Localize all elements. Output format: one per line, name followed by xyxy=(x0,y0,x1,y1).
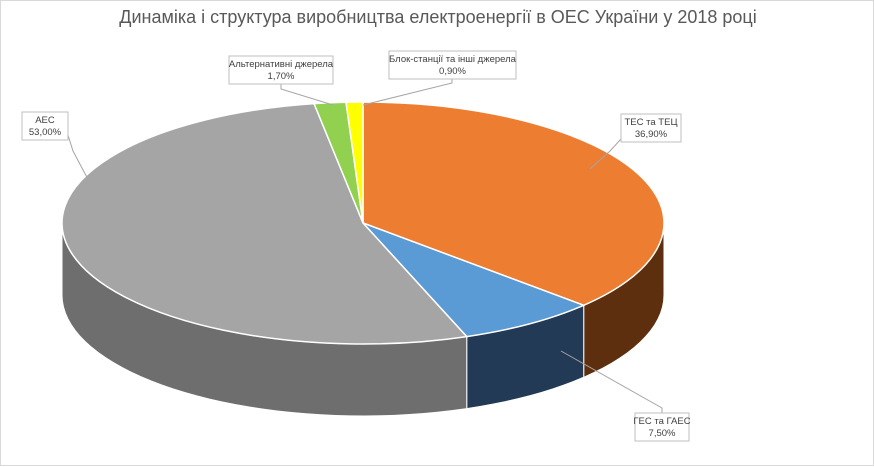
data-label-name: ГЕС та ГАЕС xyxy=(633,416,690,427)
leader-line-slice-2 xyxy=(67,134,92,186)
data-label-value: 0,90% xyxy=(439,66,466,77)
chart-title: Динаміка і структура виробництва електро… xyxy=(119,7,757,27)
data-label-name: АЕС xyxy=(35,115,55,126)
pie-top-slice-4 xyxy=(345,101,364,224)
data-label-box xyxy=(620,113,682,143)
data-label-value: 36,90% xyxy=(635,129,668,140)
data-label-name: Альтернативні джерела xyxy=(229,59,334,70)
data-label-value: 53,00% xyxy=(29,127,62,138)
pie-tops xyxy=(61,101,665,345)
leader-line-slice-1 xyxy=(560,350,663,413)
leader-line-slice-3 xyxy=(280,81,334,106)
data-label-name: ТЕС та ТЕЦ xyxy=(625,117,678,128)
data-label-value: 1,70% xyxy=(268,71,295,82)
leader-line-slice-4 xyxy=(362,76,453,106)
data-label-box xyxy=(21,111,69,141)
data-label-name: Блок-станції та інші джерела xyxy=(389,54,517,65)
pie-top-slice-2 xyxy=(61,102,469,345)
leader-line-slice-0 xyxy=(589,138,622,170)
data-label-box xyxy=(388,50,517,80)
data-label-value: 7,50% xyxy=(649,428,676,439)
pie-sides xyxy=(61,222,665,417)
data-label-box xyxy=(634,412,690,442)
pie-top-slice-1 xyxy=(362,222,586,338)
data-label-box xyxy=(228,55,334,85)
pie-top-slice-0 xyxy=(362,101,665,307)
